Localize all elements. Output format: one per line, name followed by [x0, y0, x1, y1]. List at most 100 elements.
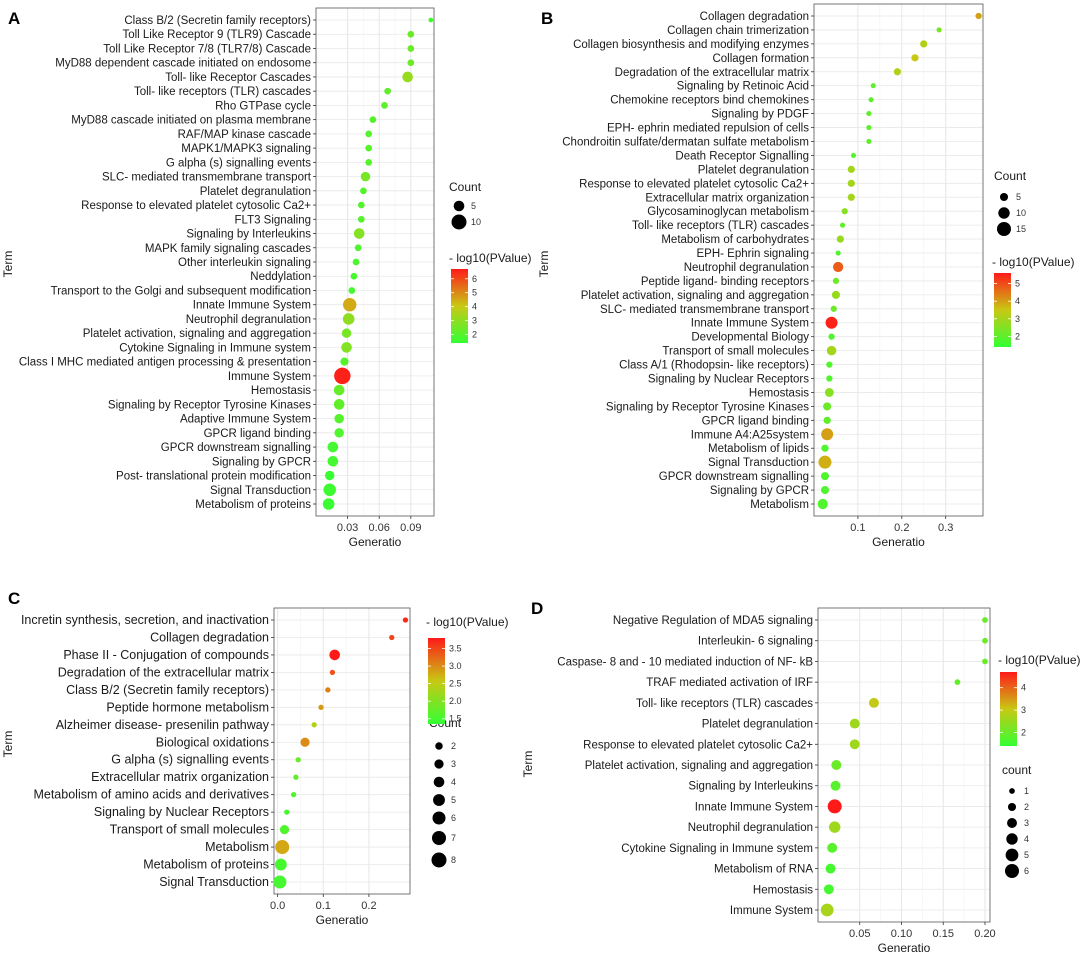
term-label-extracellular-matrix-organization: Extracellular matrix organization — [91, 770, 269, 784]
data-point-metabolism-of-lipids — [821, 444, 829, 452]
x-tick-label: 0.10 — [891, 928, 912, 940]
data-point-collagen-chain-trimerization — [936, 27, 942, 33]
data-point-signal-transduction — [323, 483, 336, 497]
data-point-metabolism-of-amino-acids-and-derivatives — [290, 792, 297, 798]
data-point-incretin-synthesis-secretion-and-inactivation — [402, 617, 409, 623]
data-point-metabolism — [275, 840, 290, 855]
term-label-gpcr-downstream-signalling: GPCR downstream signalling — [659, 471, 809, 483]
data-point-gpcr-ligand-binding — [823, 416, 831, 424]
color-legend-bar — [1000, 672, 1017, 746]
data-point-toll-like-receptor-7-8-tlr7-8-cascade — [407, 45, 415, 52]
plot-background — [274, 608, 410, 894]
term-label-slc-mediated-transmembrane-transport: SLC- mediated transmembrane transport — [600, 304, 810, 316]
size-legend-label: 4 — [1024, 834, 1029, 844]
data-point-platelet-degranulation — [847, 165, 855, 173]
term-label-class-b-2-secretin-family-receptors: Class B/2 (Secretin family receptors) — [124, 15, 311, 27]
data-point-signaling-by-receptor-tyrosine-kinases — [823, 402, 832, 411]
color-legend-label: 3 — [472, 316, 477, 326]
size-legend-dot — [435, 742, 443, 750]
y-axis-title: Term — [1, 251, 15, 278]
term-label-signaling-by-gpcr: Signaling by GPCR — [212, 456, 311, 468]
term-label-cytokine-signaling-in-immune-system: Cytokine Signaling in Immune system — [621, 843, 813, 855]
size-legend-title: Count — [994, 169, 1027, 183]
term-label-response-to-elevated-platelet-cytosolic-ca2: Response to elevated platelet cytosolic … — [579, 178, 809, 190]
size-legend-label: 1 — [1024, 786, 1029, 796]
data-point-signaling-by-gpcr — [327, 455, 339, 467]
data-point-innate-immune-system — [827, 799, 842, 814]
size-legend-title: count — [1002, 763, 1032, 777]
color-legend-label: 2.5 — [449, 679, 462, 689]
term-label-signaling-by-nuclear-receptors: Signaling by Nuclear Receptors — [94, 805, 269, 819]
data-point-metabolism-of-proteins — [274, 858, 287, 871]
term-label-transport-to-the-golgi-and-subsequent-modification: Transport to the Golgi and subsequent mo… — [51, 285, 311, 297]
size-legend-dot — [432, 811, 446, 825]
term-label-myd88-dependent-cascade-initiated-on-endosome: MyD88 dependent cascade initiated on end… — [55, 58, 311, 70]
data-point-class-b-2-secretin-family-receptors — [325, 687, 331, 693]
color-legend-label: 3.0 — [449, 661, 462, 671]
data-point-hemostasis — [824, 388, 834, 397]
term-label-myd88-cascade-initiated-on-plasma-membrane: MyD88 cascade initiated on plasma membra… — [71, 115, 311, 127]
term-label-innate-immune-system: Innate Immune System — [695, 801, 813, 813]
x-axis-title: Generatio — [316, 913, 369, 927]
panel-a-chart: Class B/2 (Secretin family receptors) Tol… — [1, 7, 532, 549]
color-legend-label: 2 — [1021, 728, 1026, 738]
data-point-other-interleukin-signaling — [352, 258, 360, 266]
data-point-signal-transduction — [818, 455, 832, 469]
size-legend-dot — [451, 214, 467, 230]
term-label-signaling-by-retinoic-acid: Signaling by Retinoic Acid — [677, 81, 809, 93]
term-label-class-i-mhc-mediated-antigen-processing-presentation: Class I MHC mediated antigen processing … — [19, 357, 311, 369]
term-label-signaling-by-interleukins: Signaling by Interleukins — [688, 781, 813, 793]
data-point-eph-ephrin-mediated-repulsion-of-cells — [866, 124, 872, 131]
color-legend-bar — [994, 273, 1011, 347]
panel-d-label: D — [531, 599, 543, 618]
term-label-collagen-degradation: Collagen degradation — [150, 630, 269, 644]
data-point-phase-ii-conjugation-of-compounds — [329, 649, 341, 661]
term-label-immune-system: Immune System — [228, 371, 311, 383]
data-point-peptide-ligand-binding-receptors — [832, 277, 840, 285]
data-point-toll-like-receptor-cascades — [402, 71, 413, 83]
data-point-transport-to-the-golgi-and-subsequent-modification — [348, 287, 356, 294]
size-legend-title: Count — [449, 180, 482, 194]
data-point-gpcr-downstream-signalling — [820, 472, 830, 481]
data-point-platelet-degranulation — [849, 718, 860, 729]
data-point-gpcr-ligand-binding — [334, 428, 344, 438]
term-label-eph-ephrin-mediated-repulsion-of-cells: EPH- ephrin mediated repulsion of cells — [607, 123, 809, 135]
term-label-traf-mediated-activation-of-irf: TRAF mediated activation of IRF — [646, 677, 813, 689]
x-tick-label: 0.15 — [933, 928, 954, 940]
data-point-interleukin-6-signaling — [982, 637, 988, 644]
data-point-extracellular-matrix-organization — [847, 193, 855, 201]
plot-frame — [813, 3, 984, 517]
x-tick-label: 0.03 — [337, 522, 358, 534]
data-point-slc-mediated-transmembrane-transport — [830, 305, 837, 312]
data-point-platelet-degranulation — [360, 187, 367, 195]
data-point-degradation-of-the-extracellular-matrix — [329, 669, 336, 676]
color-legend-title: - log10(PValue) — [992, 255, 1075, 269]
term-label-signal-transduction: Signal Transduction — [210, 485, 311, 497]
term-label-metabolism-of-lipids: Metabolism of lipids — [708, 443, 809, 455]
data-point-signaling-by-interleukins — [830, 780, 841, 791]
data-point-neutrophil-degranulation — [828, 821, 841, 833]
data-point-raf-map-kinase-cascade — [365, 130, 373, 138]
term-label-peptide-hormone-metabolism: Peptide hormone metabolism — [106, 700, 269, 714]
term-label-toll-like-receptor-9-tlr9-cascade: Toll Like Receptor 9 (TLR9) Cascade — [122, 29, 311, 41]
data-point-mapk1-mapk3-signaling — [365, 144, 373, 152]
data-point-class-a-1-rhodopsin-like-receptors — [826, 361, 833, 368]
term-label-platelet-degranulation: Platelet degranulation — [200, 186, 311, 198]
size-legend-dot — [1006, 833, 1018, 845]
term-label-neutrophil-degranulation: Neutrophil degranulation — [684, 262, 809, 274]
size-legend-dot — [433, 776, 445, 788]
size-legend-label: 2 — [1024, 802, 1029, 812]
x-tick-label: 0.09 — [400, 522, 421, 534]
size-legend-dot — [1009, 788, 1015, 794]
data-point-peptide-hormone-metabolism — [318, 704, 324, 710]
data-point-myd88-dependent-cascade-initiated-on-endosome — [407, 59, 415, 67]
term-label-collagen-chain-trimerization: Collagen chain trimerization — [667, 25, 809, 37]
data-point-signaling-by-receptor-tyrosine-kinases — [333, 399, 345, 410]
data-point-metabolism-of-rna — [825, 863, 836, 874]
term-label-innate-immune-system: Innate Immune System — [193, 300, 311, 312]
data-point-rho-gtpase-cycle — [381, 102, 388, 109]
term-label-flt3-signaling: FLT3 Signaling — [235, 214, 312, 226]
term-label-innate-immune-system: Innate Immune System — [691, 318, 809, 330]
size-legend-label: 7 — [451, 833, 456, 843]
size-legend-dot — [453, 200, 465, 212]
